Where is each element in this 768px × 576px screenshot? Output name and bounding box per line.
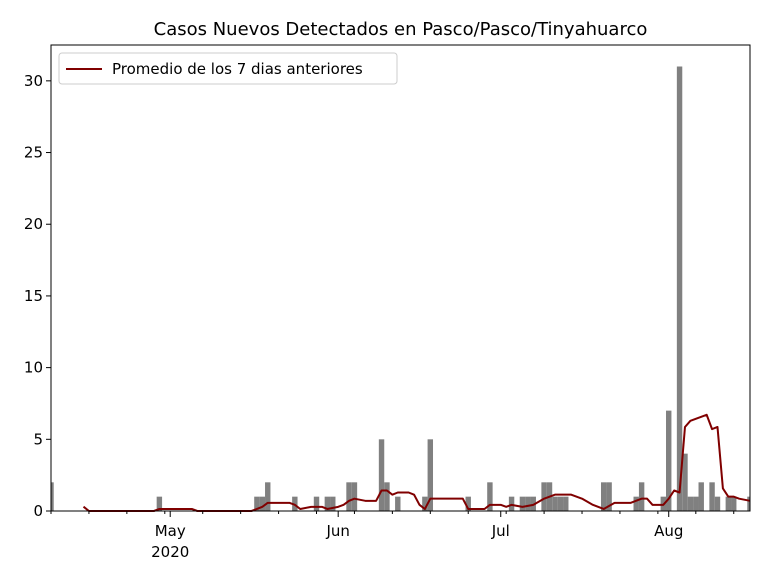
- x-tick-year-label: 2020: [151, 543, 189, 561]
- x-tick-label: Jul: [491, 522, 510, 540]
- bar: [693, 496, 699, 511]
- legend-box: [58, 52, 398, 85]
- bar: [395, 496, 401, 511]
- bar: [747, 496, 750, 511]
- bar: [725, 496, 732, 511]
- y-tick-label: 20: [24, 215, 43, 233]
- bar: [676, 66, 683, 511]
- y-tick-label: 25: [24, 144, 43, 162]
- bar: [638, 482, 645, 511]
- bar: [324, 496, 331, 511]
- bar: [259, 496, 266, 511]
- bar: [563, 496, 569, 511]
- bar: [384, 482, 390, 511]
- bar: [557, 496, 564, 511]
- bar: [525, 496, 531, 511]
- x-axis: May 2020 Jun Jul Aug: [50, 511, 735, 561]
- bar: [465, 496, 471, 511]
- y-tick-label: 30: [24, 72, 43, 90]
- bar: [254, 496, 260, 511]
- bar: [351, 482, 358, 511]
- legend-label: Promedio de los 7 dias anteriores: [112, 60, 363, 78]
- y-tick-label: 10: [24, 359, 43, 377]
- bar: [541, 482, 547, 511]
- bar: [378, 439, 385, 511]
- bar: [156, 496, 163, 511]
- bar: [346, 482, 352, 511]
- bar: [552, 496, 558, 511]
- x-tick-label: Aug: [654, 522, 683, 540]
- moving-average-line: [82, 413, 751, 512]
- y-tick-label: 0: [33, 502, 43, 520]
- bar: [731, 496, 737, 511]
- bar: [427, 439, 434, 511]
- bar: [487, 482, 493, 511]
- bar: [687, 496, 694, 511]
- bar: [682, 453, 688, 511]
- bar: [265, 482, 271, 511]
- bar: [51, 482, 54, 511]
- bar: [698, 482, 704, 511]
- bar: [330, 496, 336, 511]
- bar: [313, 496, 320, 511]
- y-tick-label: 5: [33, 430, 43, 448]
- bar: [519, 496, 526, 511]
- line-series-group: [82, 413, 751, 512]
- y-tick-label: 15: [24, 287, 43, 305]
- x-tick-label: Jun: [325, 522, 349, 540]
- bar: [600, 482, 607, 511]
- bar: [666, 410, 672, 511]
- plot-frame: [50, 44, 751, 512]
- chart-title: Casos Nuevos Detectados en Pasco/Pasco/T…: [154, 19, 648, 40]
- bar: [714, 496, 721, 511]
- legend: Promedio de los 7 dias anteriores: [58, 52, 398, 85]
- bar: [633, 496, 639, 511]
- x-tick-label: May: [155, 522, 186, 540]
- bar: [709, 482, 715, 511]
- bar: [422, 496, 428, 511]
- bar: [606, 482, 612, 511]
- y-axis: 0 5 10 15 20 25 30: [24, 72, 51, 520]
